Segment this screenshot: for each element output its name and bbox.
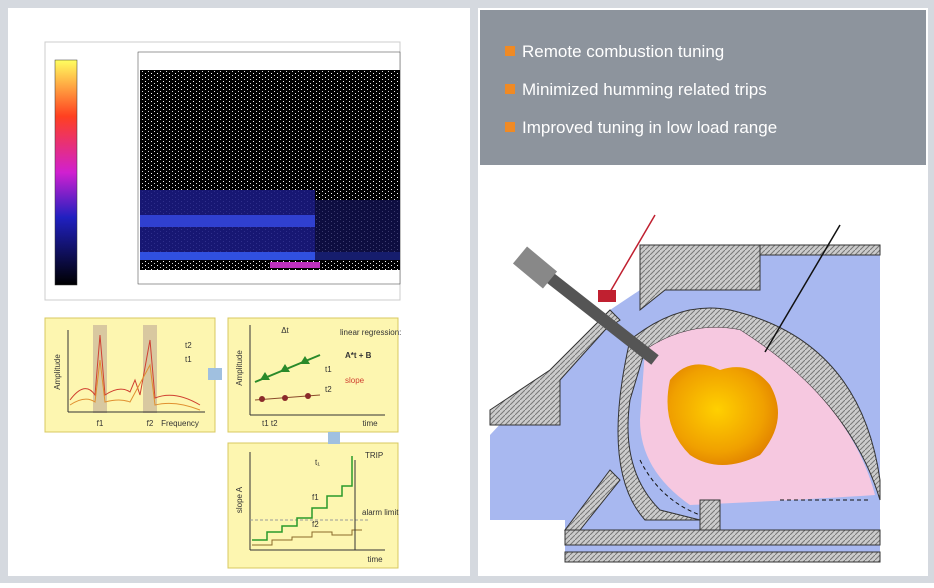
combustor-diagram [490,215,880,562]
connector [328,432,340,444]
formula: A*t + B [345,351,372,360]
alarm-label: alarm limit [362,508,399,517]
bullet-text: Improved tuning in low load range [522,118,777,137]
bullet-marker [505,46,515,56]
peak-label: f2 [147,419,154,428]
curve-label: f1 [312,493,319,502]
axis-label: time [362,419,378,428]
interval-label: t₁ [315,458,320,467]
curve-label: f2 [312,520,319,529]
peak-label: f1 [97,419,104,428]
slope-label: slope [345,376,365,385]
curve-label: t2 [325,385,332,394]
connector [208,368,222,380]
interval-label: Δt [281,326,289,335]
spectrum-panel: Amplitude Frequency f1 f2 t2 t1 [45,318,215,432]
note: linear regression: [340,328,401,337]
axis-label: slope A [235,486,244,513]
axis-label: time [367,555,383,564]
x-ticks: t1 t2 [262,419,278,428]
regression-panel: Amplitude time Δt linear regression: A*t… [228,318,401,432]
axis-label: Amplitude [53,354,62,390]
bullet-text: Minimized humming related trips [522,80,767,99]
bullet-marker [505,122,515,132]
spectrogram [45,42,400,300]
slide: Amplitude Frequency f1 f2 t2 t1 Amplitud… [0,0,934,583]
axis-label: Amplitude [235,350,244,386]
bullet-marker [505,84,515,94]
axis-label: Frequency [161,419,199,428]
bullet-text: Remote combustion tuning [522,42,724,61]
trend-panel: slope A time TRIP alarm limit t₁ f1 f2 [228,443,399,568]
curve-label: t2 [185,341,192,350]
curve-label: t1 [325,365,332,374]
curve-label: t1 [185,355,192,364]
trip-label: TRIP [365,451,383,460]
